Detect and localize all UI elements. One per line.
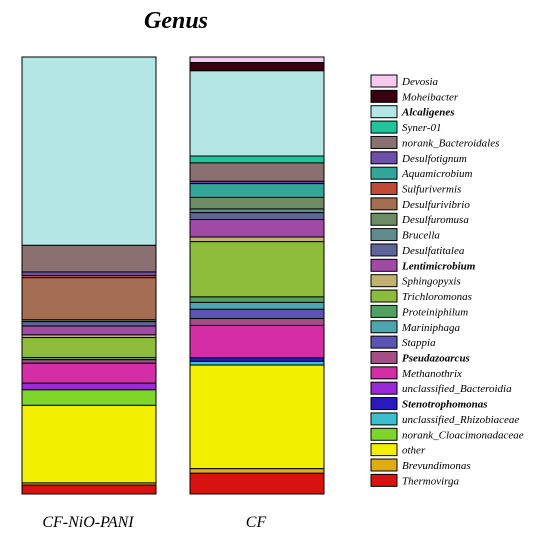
legend-swatch-sphingopyxis (370, 274, 398, 288)
legend-label-norank-bacteroidales: norank_Bacteroidales (402, 137, 499, 149)
legend-label-moheibacter: Moheibacter (401, 91, 459, 103)
legend-swatch-unclassified-rhizobiaceae (370, 412, 398, 426)
bar-segment-cf-moheibacter (189, 62, 325, 72)
legend-swatch-lentimicrobium (370, 258, 398, 272)
legend-label-sphingopyxis: Sphingopyxis (402, 276, 461, 288)
bar-segment-cf-syner-01 (189, 155, 325, 164)
bar-segment-cf-nio-pani-norank-bacteroidales (21, 244, 157, 273)
bar-segment-cf-sphingopyxis (189, 236, 325, 243)
legend-swatch-stenotrophomonas (370, 397, 398, 411)
bar-segment-cf-nio-pani-pseudazoarcus (21, 359, 157, 364)
legend-label-methanothrix: Methanothrix (401, 368, 462, 380)
bar-segment-cf-stenotrophomonas (189, 357, 325, 362)
x-axis-labels: CF-NiO-PANI CF (42, 514, 266, 531)
legend-swatch-sulfurivermis (370, 182, 398, 196)
legend-label-syner-01: Syner-01 (402, 122, 442, 134)
legend-label-other: other (402, 445, 426, 457)
legend-label-trichloromonas: Trichloromonas (402, 291, 472, 303)
bar-segment-cf-nio-pani-alcaligenes (21, 56, 157, 246)
legend-swatch-methanothrix (370, 366, 398, 380)
legend-swatch-alcaligenes (370, 105, 398, 119)
bar-segment-cf-norank-bacteroidales (189, 162, 325, 182)
legend-swatch-syner-01 (370, 120, 398, 134)
bar-outline-cf (189, 56, 325, 495)
bar-segment-cf-nio-pani-unclassified-bacteroidia (21, 382, 157, 391)
bar-segment-cf-devosia (189, 56, 325, 64)
bars-group (21, 56, 325, 495)
legend-swatch-pseudazoarcus (370, 350, 398, 364)
bar-segment-cf-brucella (189, 208, 325, 214)
legend-swatch-aquamicrobium (370, 166, 398, 180)
legend-label-unclassified-rhizobiaceae: unclassified_Rhizobiaceae (402, 414, 519, 426)
bar-segment-cf-thermovirga (189, 472, 325, 495)
bar-segment-cf-nio-pani-norank-cloacimonadaceae (21, 389, 157, 406)
legend-label-desulfotignum: Desulfotignum (401, 153, 467, 165)
legend-swatch-proteiniphilum (370, 304, 398, 318)
bar-segment-cf-nio-pani-desulfatitalea (21, 321, 157, 327)
legend-label-brevundimonas: Brevundimonas (402, 460, 471, 472)
bar-segment-cf-nio-pani-lentimicrobium (21, 325, 157, 336)
bar-segment-cf-desulfatitalea (189, 212, 325, 221)
x-label-cf: CF (246, 514, 267, 531)
legend: Devosia Moheibacter Alcaligenes Syner-01 nor… (370, 74, 524, 487)
legend-swatch-devosia (370, 74, 398, 88)
legend-label-devosia: Devosia (401, 76, 439, 88)
bar-segment-cf-mariniphaga (189, 301, 325, 310)
bar-segment-cf-other (189, 364, 325, 470)
legend-swatch-brevundimonas (370, 458, 398, 472)
legend-label-aquamicrobium: Aquamicrobium (401, 168, 473, 180)
bar-segment-cf-desulfuromusa (189, 196, 325, 210)
x-label-cf-nio-pani: CF-NiO-PANI (42, 514, 134, 531)
bar-segment-cf-alcaligenes (189, 70, 325, 157)
legend-label-thermovirga: Thermovirga (402, 475, 460, 487)
legend-swatch-desulfurivibrio (370, 197, 398, 211)
legend-label-mariniphaga: Mariniphaga (401, 322, 461, 334)
legend-swatch-moheibacter (370, 89, 398, 103)
legend-label-stenotrophomonas: Stenotrophomonas (402, 399, 488, 411)
bar-segment-cf-unclassified-rhizobiaceae (189, 360, 325, 366)
bar-segment-cf-methanothrix (189, 324, 325, 359)
legend-swatch-unclassified-bacteroidia (370, 381, 398, 395)
bar-segment-cf-brevundimonas (189, 468, 325, 474)
legend-swatch-desulfatitalea (370, 243, 398, 257)
legend-label-lentimicrobium: Lentimicrobium (401, 260, 476, 272)
legend-swatch-other (370, 443, 398, 457)
legend-swatch-mariniphaga (370, 320, 398, 334)
legend-swatch-norank-bacteroidales (370, 135, 398, 149)
bar-segment-cf-nio-pani-trichloromonas (21, 337, 157, 358)
bar-segment-cf-nio-pani-methanothrix (21, 362, 157, 384)
legend-swatch-trichloromonas (370, 289, 398, 303)
bar-segment-cf-nio-pani-desulfotignum (21, 271, 157, 277)
legend-label-unclassified-bacteroidia: unclassified_Bacteroidia (402, 383, 512, 395)
legend-swatch-norank-cloacimonadaceae (370, 427, 398, 441)
legend-label-sulfurivermis: Sulfurivermis (402, 184, 461, 196)
bar-segment-cf-pseudazoarcus (189, 318, 325, 326)
legend-swatch-thermovirga (370, 473, 398, 487)
bar-segment-cf-nio-pani-thermovirga (21, 484, 157, 495)
legend-label-alcaligenes: Alcaligenes (401, 107, 455, 119)
legend-swatch-stappia (370, 335, 398, 349)
bar-segment-cf-nio-pani-desulfurivibrio (21, 277, 157, 321)
legend-swatch-desulfuromusa (370, 212, 398, 226)
chart-title: Genus (144, 8, 208, 34)
legend-label-desulfuromusa: Desulfuromusa (401, 214, 469, 226)
legend-label-norank-cloacimonadaceae: norank_Cloacimonadaceae (402, 429, 524, 441)
legend-label-desulfurivibrio: Desulfurivibrio (401, 199, 470, 211)
legend-label-stappia: Stappia (402, 337, 436, 349)
bar-segment-cf-nio-pani-other (21, 404, 157, 484)
bar-segment-cf-proteiniphilum (189, 296, 325, 303)
bar-segment-cf-stappia (189, 308, 325, 320)
bar-segment-cf-aquamicrobium (189, 183, 325, 198)
legend-swatch-brucella (370, 228, 398, 242)
legend-label-brucella: Brucella (402, 230, 440, 242)
legend-label-proteiniphilum: Proteiniphilum (401, 306, 468, 318)
bar-outline-cf-nio-pani (21, 56, 157, 495)
legend-swatch-desulfotignum (370, 151, 398, 165)
legend-label-desulfatitalea: Desulfatitalea (401, 245, 465, 257)
bar-segment-cf-lentimicrobium (189, 219, 325, 238)
legend-label-pseudazoarcus: Pseudazoarcus (402, 352, 470, 364)
bar-segment-cf-trichloromonas (189, 241, 325, 298)
